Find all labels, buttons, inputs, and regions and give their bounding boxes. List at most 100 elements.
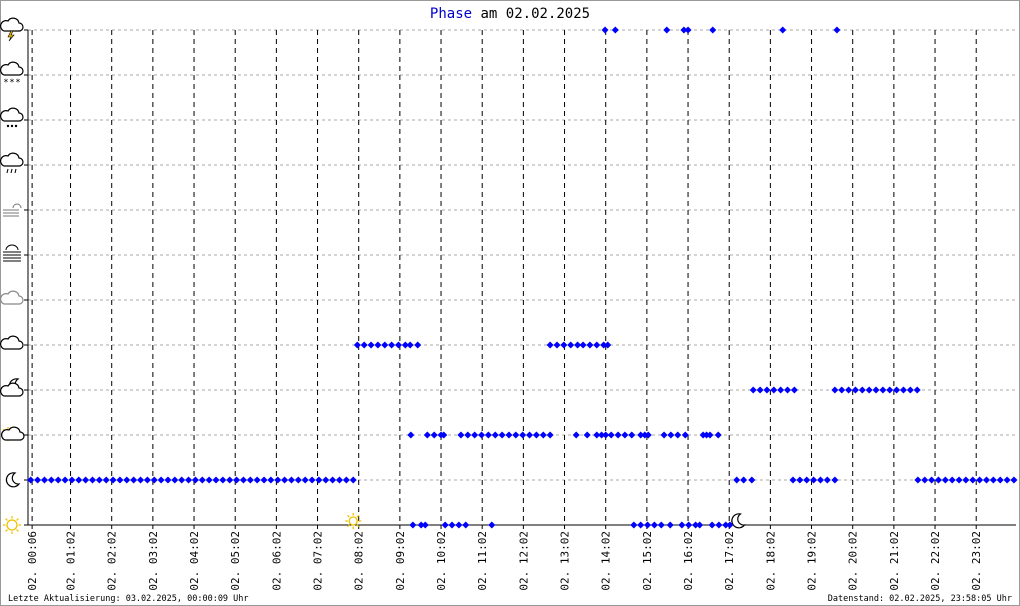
icon-ray bbox=[5, 518, 8, 521]
data-point bbox=[519, 431, 527, 439]
x-tick-label: 02. 16:02 bbox=[682, 531, 695, 591]
x-tick-label: 02. 20:02 bbox=[847, 531, 860, 591]
data-point bbox=[886, 386, 894, 394]
data-point bbox=[457, 431, 465, 439]
data-point bbox=[914, 476, 922, 484]
data-point bbox=[604, 341, 612, 349]
icon-sleet bbox=[14, 124, 18, 128]
data-point bbox=[756, 386, 764, 394]
data-point bbox=[621, 431, 629, 439]
data-point bbox=[233, 476, 241, 484]
x-tick-label: 02. 09:02 bbox=[394, 531, 407, 591]
data-point bbox=[335, 476, 343, 484]
icon-rain bbox=[14, 168, 17, 174]
icon-snow: * bbox=[9, 78, 14, 88]
icon-ray bbox=[356, 524, 360, 528]
icon-snow: * bbox=[3, 78, 8, 88]
icon-ray bbox=[356, 514, 360, 518]
icon-fog-top bbox=[5, 244, 19, 251]
data-point bbox=[790, 386, 798, 394]
data-point bbox=[353, 341, 361, 349]
data-point bbox=[157, 476, 165, 484]
data-point bbox=[267, 476, 275, 484]
data-point bbox=[630, 521, 638, 529]
data-point bbox=[488, 521, 496, 529]
data-point bbox=[593, 431, 601, 439]
data-point bbox=[714, 431, 722, 439]
data-point bbox=[448, 521, 456, 529]
data-point bbox=[696, 521, 704, 529]
x-tick-label: 02. 00:06 bbox=[26, 531, 39, 591]
data-point bbox=[109, 476, 117, 484]
icon-sun bbox=[6, 519, 18, 531]
data-point bbox=[484, 431, 492, 439]
icon-rain bbox=[6, 168, 9, 174]
data-point bbox=[906, 386, 914, 394]
icon-ray bbox=[16, 529, 19, 532]
data-point bbox=[61, 476, 69, 484]
data-point bbox=[34, 476, 42, 484]
data-point bbox=[715, 521, 723, 529]
data-point bbox=[858, 386, 866, 394]
data-point bbox=[315, 476, 323, 484]
y-tick-icon bbox=[3, 203, 22, 217]
x-tick-label: 02. 19:02 bbox=[806, 531, 819, 591]
data-point bbox=[322, 476, 330, 484]
icon-sleet bbox=[6, 124, 10, 128]
icon-snow: * bbox=[15, 78, 20, 88]
x-tick-label: 02. 17:02 bbox=[723, 531, 736, 591]
data-point bbox=[928, 476, 936, 484]
x-tick-label: 02. 21:02 bbox=[888, 531, 901, 591]
data-point bbox=[593, 341, 601, 349]
data-point bbox=[644, 431, 652, 439]
x-tick-label: 02. 07:02 bbox=[312, 531, 325, 591]
data-point bbox=[969, 476, 977, 484]
data-point bbox=[205, 476, 213, 484]
data-point bbox=[976, 476, 984, 484]
data-point bbox=[198, 476, 206, 484]
data-point bbox=[421, 521, 429, 529]
icon-moon bbox=[5, 472, 21, 488]
data-point bbox=[583, 431, 591, 439]
data-point bbox=[789, 476, 797, 484]
data-point bbox=[989, 476, 997, 484]
x-tick-label: 02. 10:02 bbox=[435, 531, 448, 591]
data-point bbox=[708, 521, 716, 529]
data-point bbox=[749, 386, 757, 394]
icon-rain bbox=[10, 168, 13, 174]
data-point bbox=[637, 431, 645, 439]
data-point bbox=[611, 26, 619, 34]
data-point bbox=[796, 476, 804, 484]
data-point bbox=[1010, 476, 1018, 484]
data-point bbox=[423, 431, 431, 439]
sunset-marker bbox=[731, 513, 746, 529]
y-tick-icon bbox=[0, 107, 24, 128]
data-point bbox=[308, 476, 316, 484]
data-point bbox=[381, 341, 389, 349]
data-point bbox=[838, 386, 846, 394]
data-point bbox=[462, 521, 470, 529]
data-point bbox=[546, 431, 554, 439]
data-point bbox=[367, 341, 375, 349]
data-point bbox=[478, 431, 486, 439]
data-point bbox=[239, 476, 247, 484]
data-point bbox=[644, 521, 652, 529]
data-point bbox=[54, 476, 62, 484]
y-tick-icon bbox=[0, 17, 24, 42]
data-point bbox=[560, 341, 568, 349]
x-tick-label: 02. 22:02 bbox=[929, 531, 942, 591]
data-point bbox=[709, 26, 717, 34]
data-point bbox=[680, 26, 688, 34]
data-point bbox=[171, 476, 179, 484]
data-point bbox=[955, 476, 963, 484]
icon-moon bbox=[731, 513, 746, 529]
data-point bbox=[441, 521, 449, 529]
data-point bbox=[567, 341, 575, 349]
data-point bbox=[913, 386, 921, 394]
data-point bbox=[287, 476, 295, 484]
data-point bbox=[574, 341, 582, 349]
data-point bbox=[185, 476, 193, 484]
data-point bbox=[491, 431, 499, 439]
x-tick-label: 02. 23:02 bbox=[970, 531, 983, 591]
